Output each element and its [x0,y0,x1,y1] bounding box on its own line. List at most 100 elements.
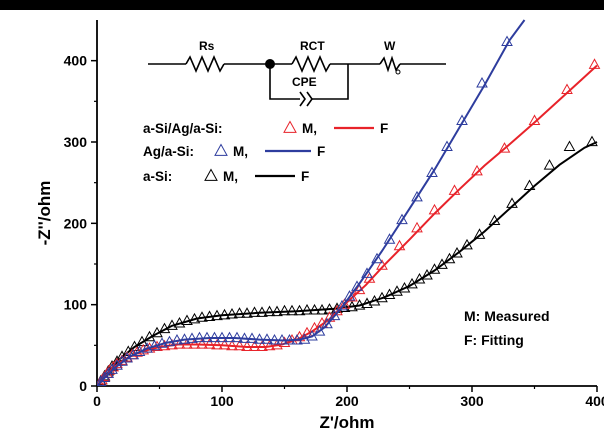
measured-point [276,334,288,345]
measured-point [543,159,556,170]
measured-point [216,331,228,343]
measured-point [586,135,598,147]
measured-point [283,334,296,345]
measured-point [396,213,408,225]
x-tick-label: 400 [585,393,604,409]
measured-point [208,331,221,343]
measured-point [421,268,433,280]
measured-point [298,333,311,344]
series-ag-a-si [97,19,526,386]
measured-point [263,339,276,351]
measured-point [256,306,268,317]
measured-point [256,340,268,352]
measured-point [498,142,511,153]
annotation-fitting: F: Fitting [464,332,524,348]
measured-point [211,309,223,321]
measured-point [116,355,128,366]
measured-point [293,304,306,316]
measured-point [501,35,513,47]
measured-point [186,332,198,343]
measured-point [226,339,238,351]
measured-point [203,310,216,321]
measured-point [471,164,483,176]
y-tick-label: 400 [64,53,88,69]
measured-point [588,58,601,69]
legend-fit-key: F [301,169,309,184]
measured-point [428,203,441,215]
warburg-w-icon [379,55,401,73]
measured-point [286,304,298,316]
measured-point [226,307,238,319]
measured-point [218,308,231,320]
measured-point [173,316,186,328]
cpe-branch-wire-right [312,64,349,100]
measured-point [218,338,231,350]
measured-point [361,267,373,278]
measured-point [253,333,266,344]
measured-point [473,228,486,239]
measured-point [196,311,208,322]
measured-point [361,297,373,308]
legend-label: Ag/a-Si: [143,144,194,159]
x-tick-label: 200 [335,393,359,409]
measured-point [196,338,208,349]
legend-measured-key: M, [223,169,238,184]
measured-point [163,335,176,347]
measured-point [193,331,206,343]
y-tick-label: 0 [79,378,87,394]
annotation-measured: M: Measured [464,308,550,324]
measured-point [171,334,183,345]
y-tick-label: 100 [64,297,88,313]
measured-point [393,239,406,251]
resistor-rct-icon [291,54,331,74]
measured-point [328,309,341,321]
measured-point [181,314,193,326]
circuit-label-rs: Rs [199,39,215,53]
cpe-element-icon-2 [306,91,313,107]
circuit-label-rct: RCT [300,39,325,53]
measured-point [338,298,351,309]
measured-point [271,305,283,317]
measured-point [488,214,501,225]
measured-point [313,325,326,336]
top-border-bar [0,0,604,10]
measured-point [371,252,383,264]
equivalent-circuit: Rs RCT W CPE [148,39,446,107]
measured-point [248,340,261,352]
measured-point [368,294,381,306]
measured-point [561,83,573,95]
circuit-label-cpe: CPE [292,75,317,89]
measured-point [448,184,461,195]
annotations: M: Measured F: Fitting [464,308,550,348]
measured-point [188,338,201,349]
cpe-element-icon [299,91,306,107]
cpe-branch-wire [269,64,300,100]
measured-point [441,140,453,151]
measured-point [241,340,253,352]
measured-point [156,337,168,348]
measured-point [451,246,463,258]
measured-point [178,333,191,344]
measured-point [316,303,328,315]
measured-point [336,299,348,311]
measured-point [201,331,213,343]
measured-point [411,221,423,233]
measured-point [223,331,236,343]
measured-point [238,332,251,343]
measured-point [166,319,178,330]
measured-point [263,305,276,317]
measured-point [261,333,273,344]
legend-marker-icon [204,168,218,181]
measured-point [411,190,423,202]
legend-measured-key: M, [233,144,248,159]
measured-point [351,280,363,291]
legend-label: a-Si/Ag/a-Si: [143,121,223,136]
warburg-terminal-icon [395,69,401,75]
x-tick-label: 300 [460,393,484,409]
measured-point [248,306,261,317]
measured-point [291,334,303,345]
resistor-rs-icon [185,54,225,74]
measured-point [321,317,333,329]
circuit-label-w: W [384,39,396,53]
measured-point [301,303,313,315]
